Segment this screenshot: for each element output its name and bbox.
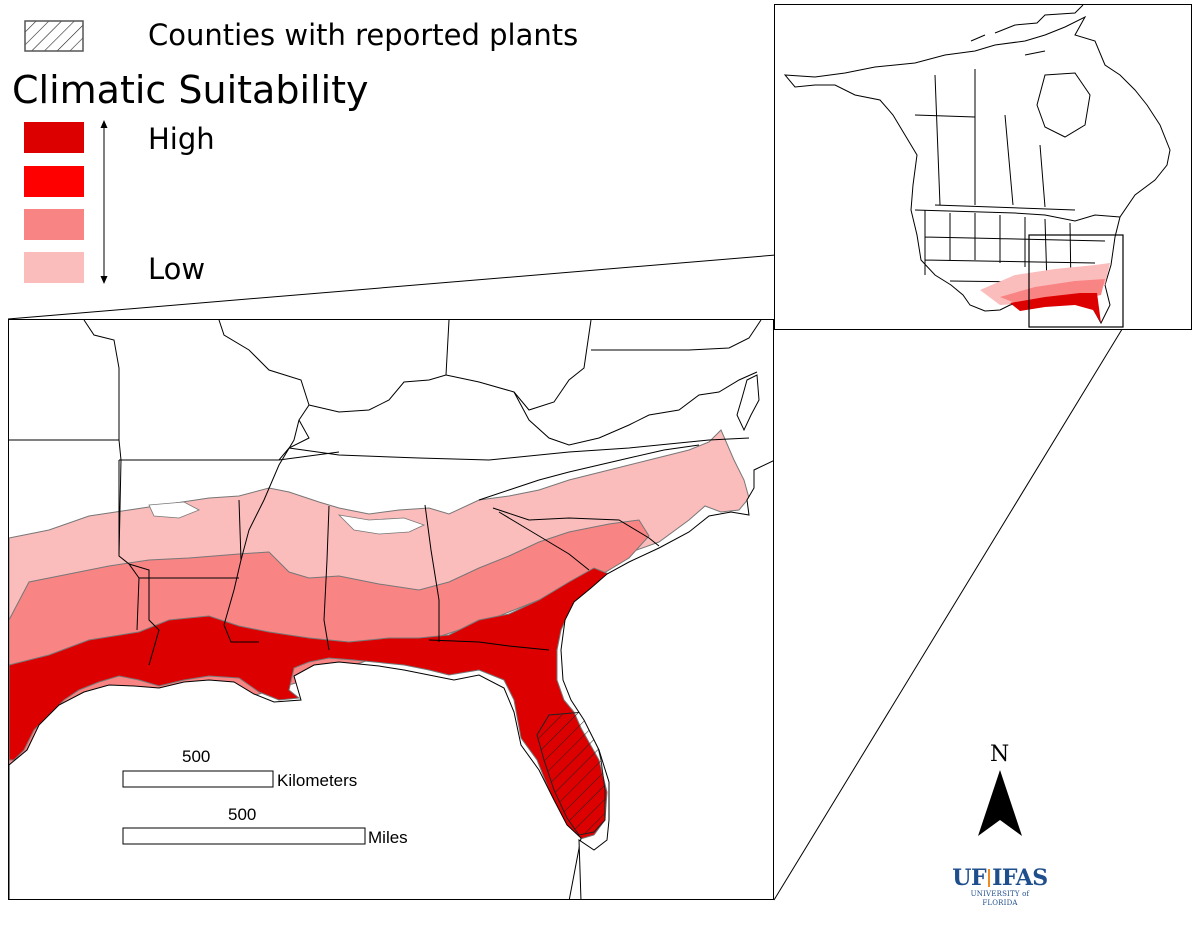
hudson-bay bbox=[1036, 72, 1091, 138]
logo-uf-text: UF bbox=[952, 865, 987, 891]
inset-zone-medium bbox=[1000, 279, 1105, 307]
atlantic-ocean bbox=[560, 460, 773, 899]
inset-map-svg bbox=[783, 5, 1171, 328]
main-map bbox=[8, 319, 774, 900]
us-canada-border bbox=[914, 209, 1121, 222]
main-map-svg bbox=[9, 320, 773, 899]
legend-low-label: Low bbox=[148, 252, 206, 286]
legend-swatch-high bbox=[24, 122, 84, 153]
hatch-swatch bbox=[24, 20, 84, 52]
legend-swatch-medium-high bbox=[24, 166, 84, 197]
scale-bar-mi bbox=[122, 827, 366, 845]
zone-low-gap bbox=[337, 514, 426, 535]
scale-mi-value: 500 bbox=[228, 805, 257, 824]
legend-high-label: High bbox=[148, 122, 215, 156]
hatch-legend-label: Counties with reported plants bbox=[148, 18, 579, 52]
zone-low-gap-2 bbox=[148, 501, 200, 519]
scale-km-value: 500 bbox=[182, 747, 211, 766]
legend-title: Climatic Suitability bbox=[12, 68, 369, 112]
north-arrow-label: N bbox=[990, 742, 1010, 767]
legend-swatch-medium-low bbox=[24, 209, 84, 240]
chesapeake-bay bbox=[736, 374, 760, 432]
scale-km-unit: Kilometers bbox=[277, 771, 358, 790]
inset-extent-box bbox=[1028, 234, 1124, 328]
canada-provinces bbox=[914, 69, 1076, 211]
logo-ifas-text: IFAS bbox=[992, 865, 1048, 891]
inset-zone-high bbox=[1010, 293, 1101, 323]
state-boundaries bbox=[9, 320, 762, 666]
logo-university-text: UNIVERSITY of FLORIDA bbox=[970, 890, 1030, 907]
scale-bar-km bbox=[122, 770, 274, 788]
us-states bbox=[924, 210, 1106, 291]
uf-ifas-logo: UF IFAS UNIVERSITY of FLORIDA bbox=[952, 865, 1048, 907]
inset-map bbox=[774, 4, 1192, 330]
legend-swatch-low bbox=[24, 252, 84, 283]
north-arrow-icon bbox=[978, 770, 1022, 836]
scale-mi-unit: Miles bbox=[368, 828, 408, 847]
legend-double-arrow bbox=[100, 120, 108, 284]
north-america-outline bbox=[783, 15, 1171, 325]
arctic-islands bbox=[970, 5, 1084, 56]
